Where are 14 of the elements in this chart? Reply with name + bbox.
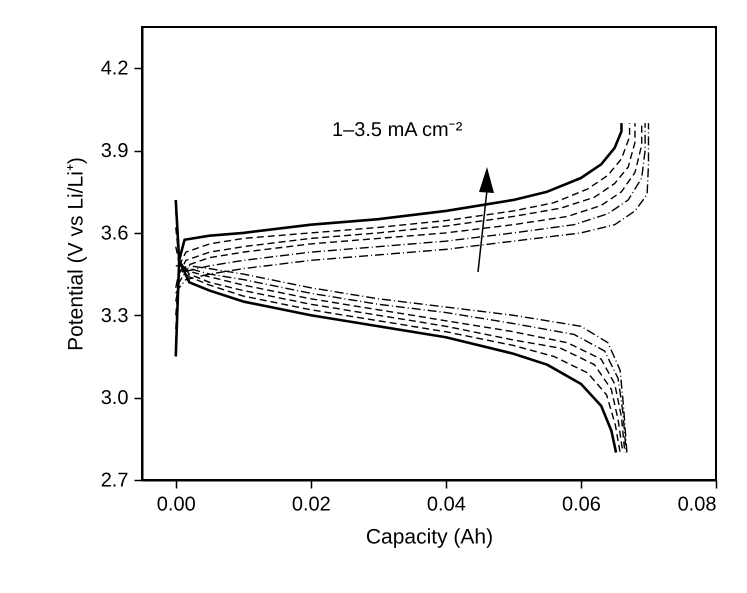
y-tick-label: 4.2 [100,58,128,80]
y-tick-label: 2.7 [100,470,128,492]
y-tick-label: 3.0 [100,387,128,410]
x-tick-label: 0.04 [426,494,466,516]
annotation: 1–3.5 mA cm⁻² [332,119,463,141]
x-tick-label: 0.08 [678,494,716,516]
y-axis-title: Potential (V vs Li/Li⁺) [64,157,88,351]
x-axis-title: Capacity (Ah) [366,526,494,548]
x-tick-label: 0.06 [562,494,601,516]
y-tick-label: 3.3 [100,304,128,327]
y-tick-label: 3.9 [100,140,128,162]
x-tick-label: 0.02 [292,494,331,516]
y-tick-label: 3.6 [100,222,128,244]
x-tick-label: 0.00 [156,494,196,516]
